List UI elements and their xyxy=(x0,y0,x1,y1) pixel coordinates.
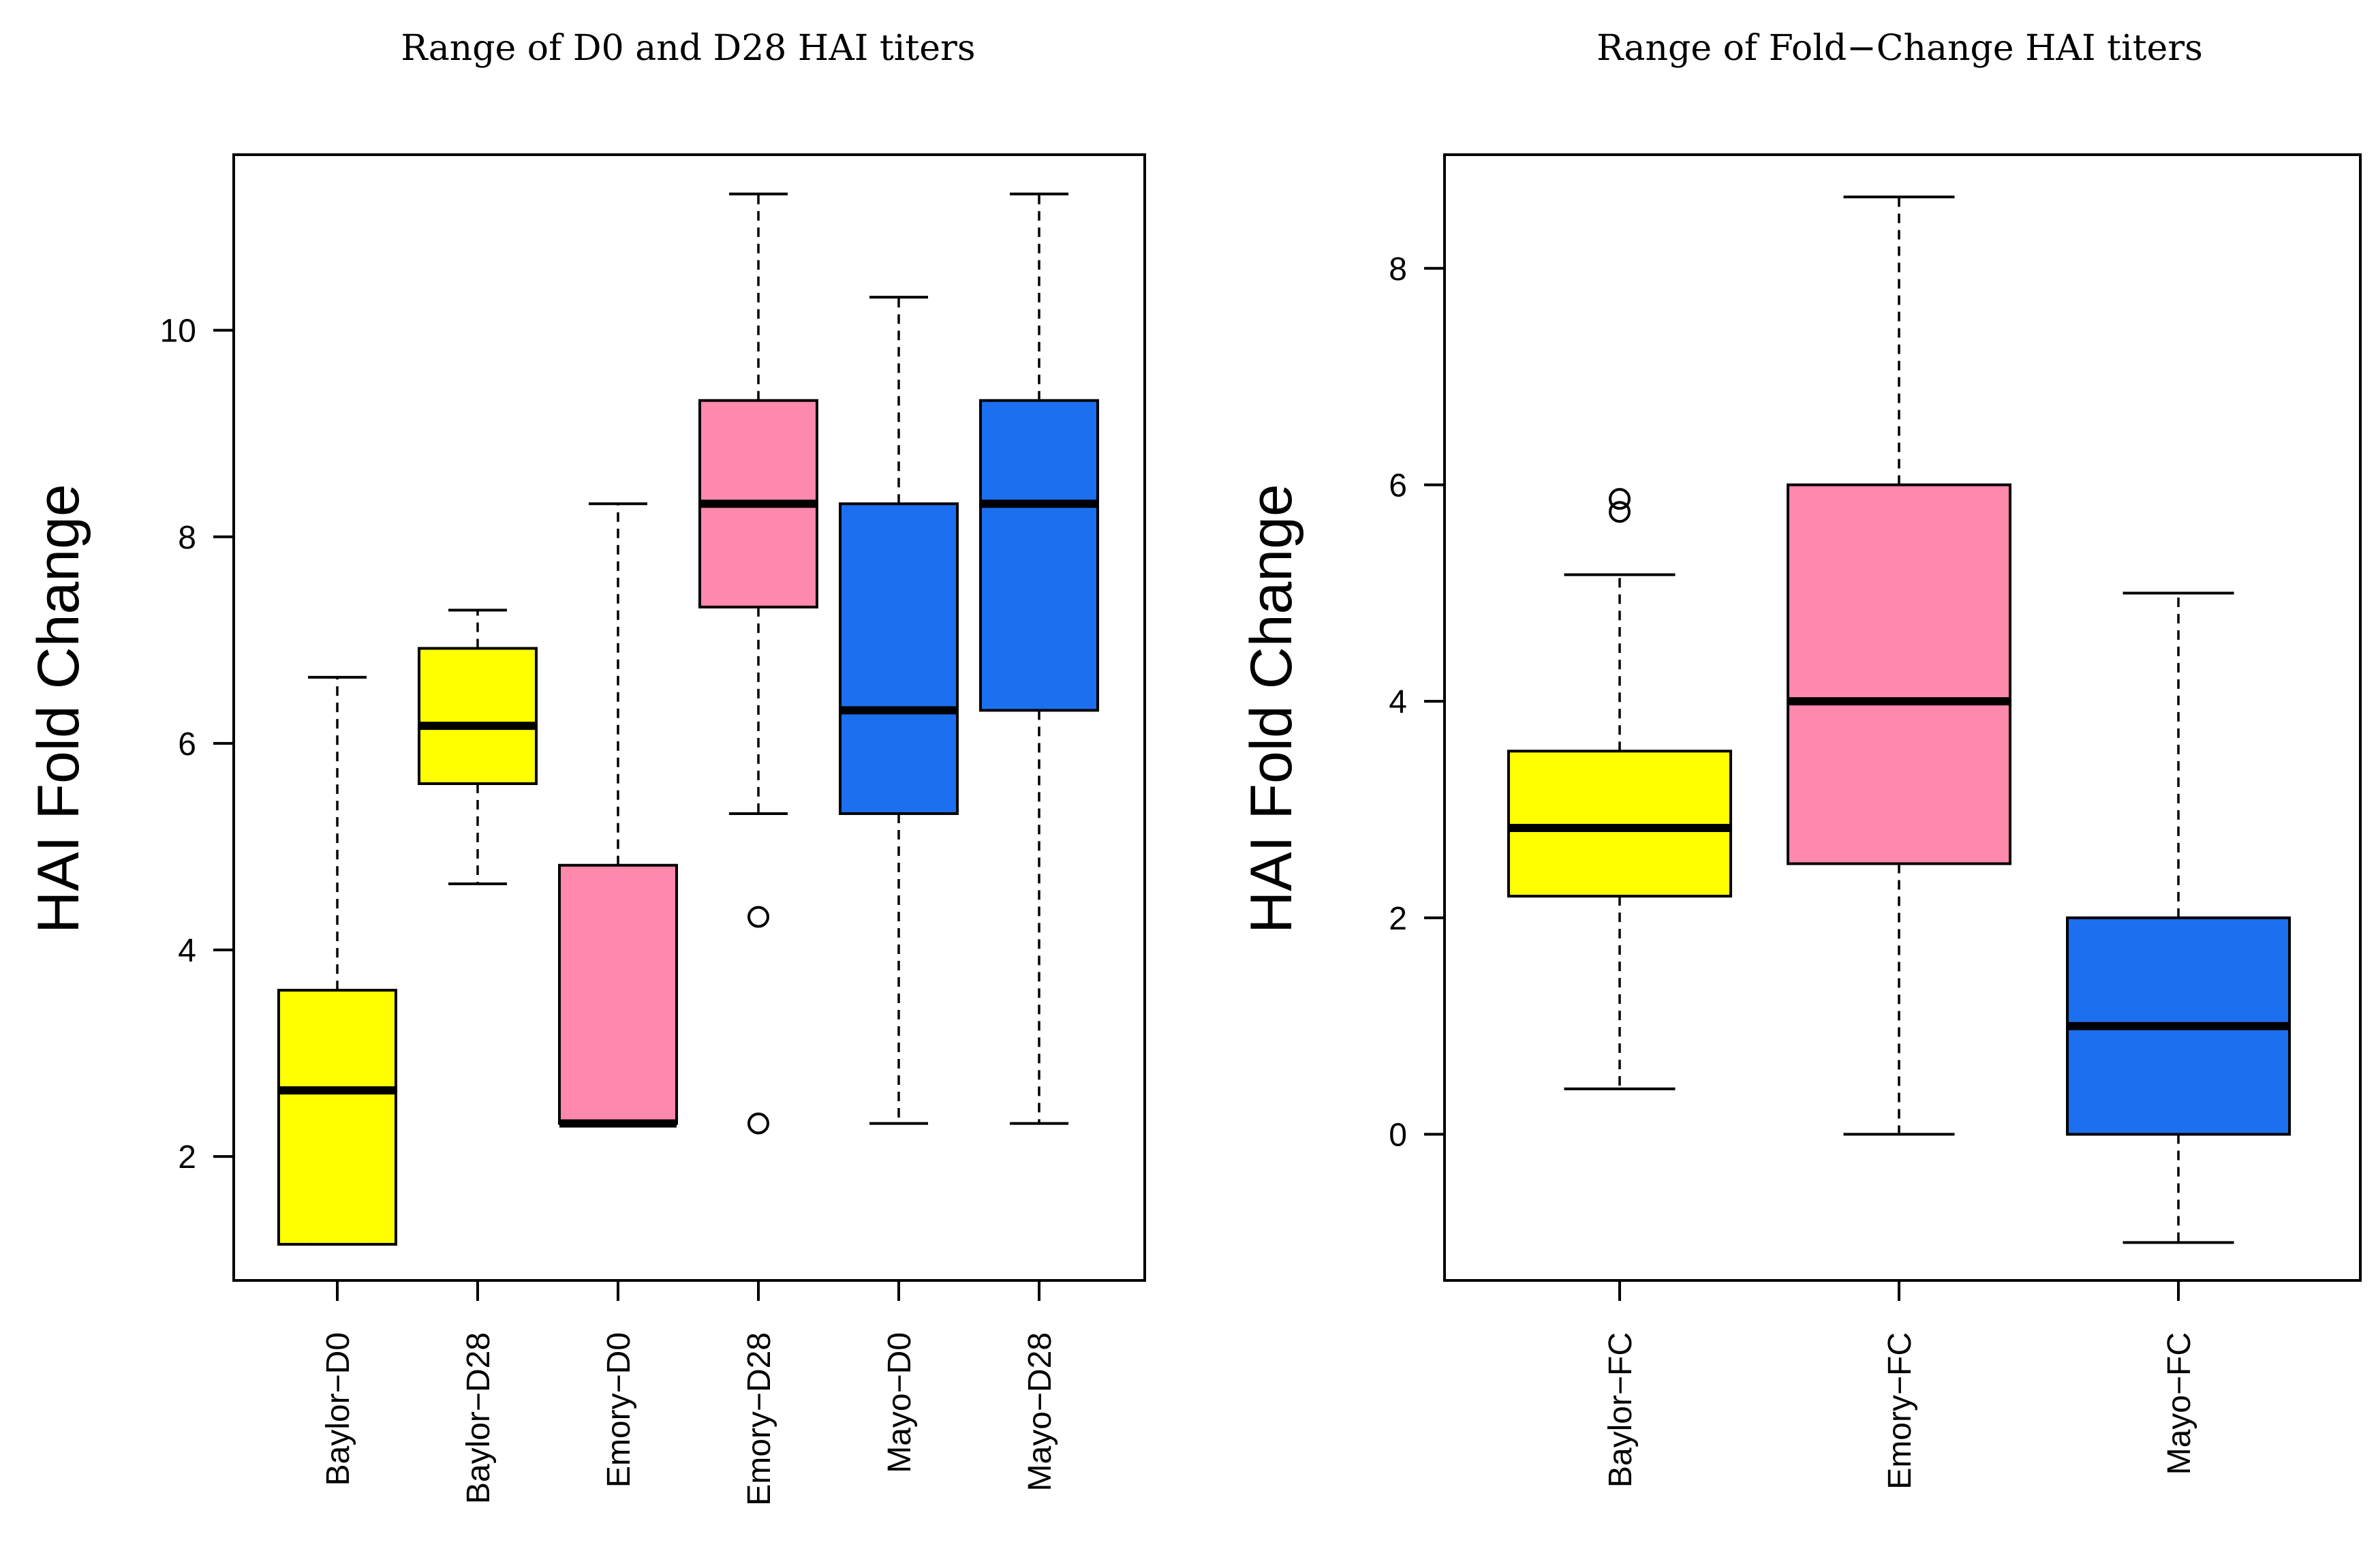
plot-frame xyxy=(1443,153,2362,1282)
outlier-point xyxy=(1609,501,1631,523)
box-3 xyxy=(698,192,818,1135)
y-axis: 2 4 6 8 10 xyxy=(160,313,234,1175)
x-axis: Baylor−FC Emory−FC Mayo−FC xyxy=(1603,1280,2197,1490)
x-tick-label: Emory−D28 xyxy=(741,1332,777,1506)
iqr-box xyxy=(979,399,1099,712)
outlier-point xyxy=(1609,488,1631,510)
box-layer xyxy=(277,192,1099,1246)
outlier-point xyxy=(747,906,769,928)
y-tick-label: 2 xyxy=(178,1139,196,1175)
box-layer xyxy=(1507,195,2291,1244)
iqr-box xyxy=(1507,750,1732,898)
y-tick-label: 4 xyxy=(1389,684,1407,720)
plot-frame xyxy=(232,153,1146,1282)
iqr-box xyxy=(1787,483,2011,865)
y-tick-label: 4 xyxy=(178,933,196,969)
iqr-box xyxy=(558,863,678,1125)
y-tick-label: 8 xyxy=(1389,251,1407,288)
x-tick-label: Baylor−D28 xyxy=(461,1332,497,1504)
x-tick-label: Mayo−FC xyxy=(2161,1332,2197,1475)
box-0 xyxy=(1507,488,1732,1090)
y-tick-label: 2 xyxy=(1389,901,1407,937)
y-axis-label: HAI Fold Change xyxy=(26,484,91,934)
box-5 xyxy=(979,192,1099,1125)
x-tick-label: Baylor−D0 xyxy=(320,1332,356,1486)
x-tick-label: Emory−D0 xyxy=(601,1332,637,1488)
box-4 xyxy=(839,296,959,1125)
box-2 xyxy=(558,502,678,1128)
y-axis: 0 2 4 6 8 xyxy=(1389,251,1445,1154)
x-tick-label: Mayo−D0 xyxy=(882,1332,918,1473)
y-tick-label: 0 xyxy=(1389,1118,1407,1154)
x-tick-label: Baylor−FC xyxy=(1603,1332,1639,1488)
iqr-box xyxy=(418,647,538,785)
panel-title: Range of D0 and D28 HAI titers xyxy=(401,28,975,69)
iqr-box xyxy=(839,502,959,815)
y-tick-label: 8 xyxy=(178,520,196,556)
panel-d0-d28: Range of D0 and D28 HAI titers HAI Fold … xyxy=(26,28,1146,1506)
box-2 xyxy=(2066,591,2291,1244)
x-tick-label: Emory−FC xyxy=(1882,1332,1918,1490)
box-1 xyxy=(1787,195,2011,1136)
x-axis: Baylor−D0 Baylor−D28 Emory−D0 Emory−D28 Mayo… xyxy=(320,1280,1058,1506)
y-tick-label: 6 xyxy=(178,726,196,763)
panel-fold-change: Range of Fold−Change HAI titers HAI Fold… xyxy=(1239,28,2362,1490)
y-tick-label: 10 xyxy=(160,313,196,350)
box-1 xyxy=(418,609,538,886)
panel-title: Range of Fold−Change HAI titers xyxy=(1596,28,2203,69)
box-0 xyxy=(277,675,397,1246)
y-tick-label: 6 xyxy=(1389,467,1407,504)
outlier-point xyxy=(747,1112,769,1135)
x-tick-label: Mayo−D28 xyxy=(1022,1332,1058,1491)
y-axis-label: HAI Fold Change xyxy=(1239,484,1304,934)
iqr-box xyxy=(277,989,397,1246)
